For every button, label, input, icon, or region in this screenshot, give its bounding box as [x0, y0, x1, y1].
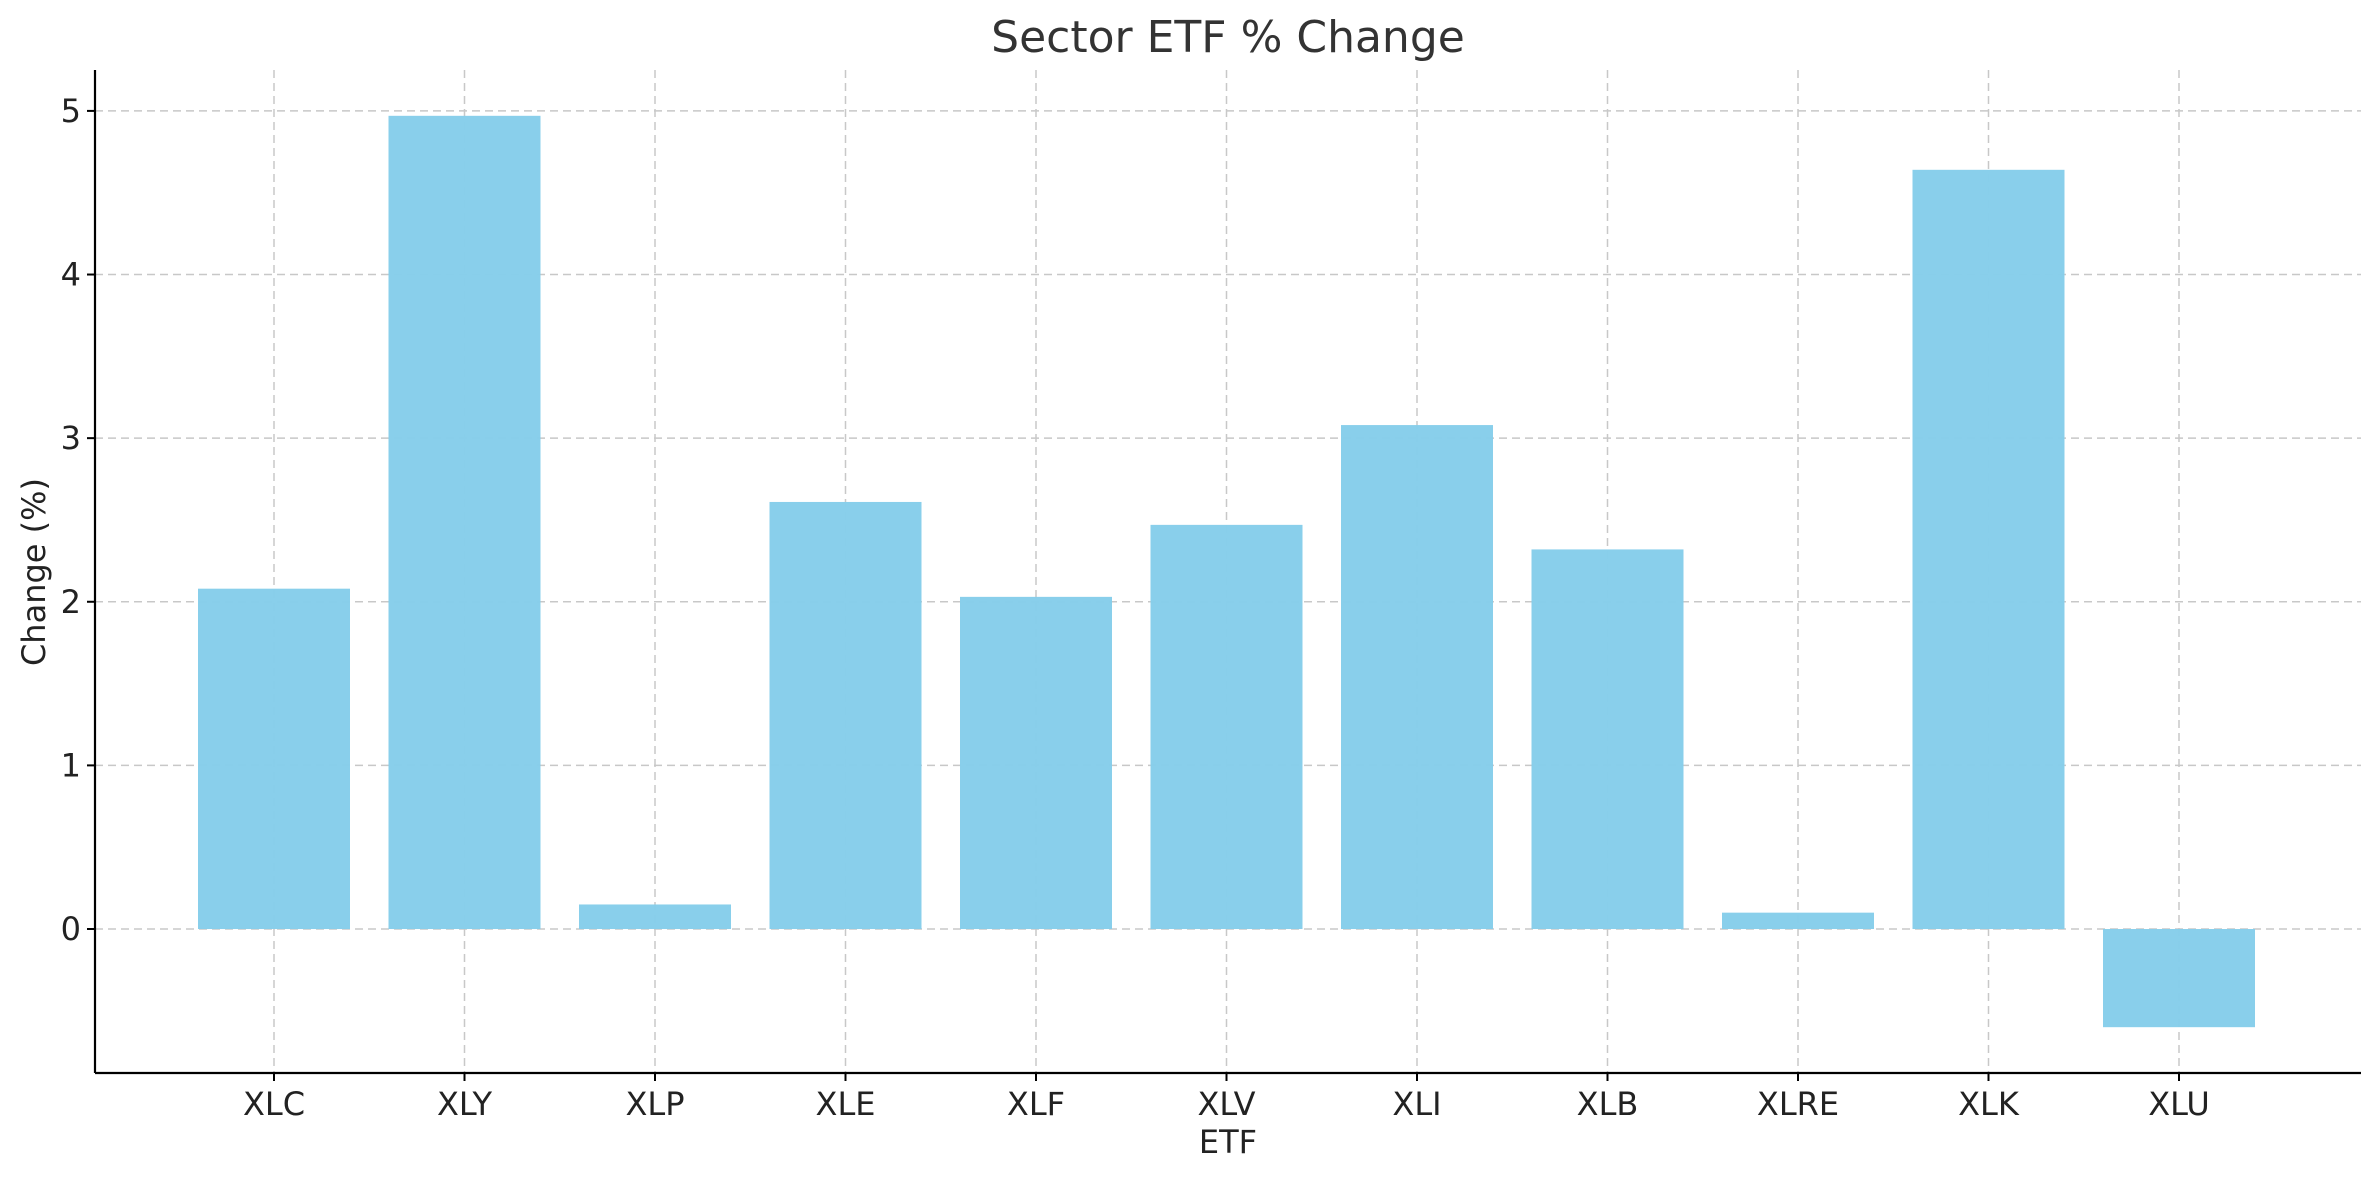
y-tick-label: 5 — [61, 92, 81, 130]
x-tick-label: XLK — [1958, 1085, 2020, 1123]
axes — [93, 70, 2361, 1075]
bar-xlk — [1912, 169, 2065, 930]
y-tick-label: 4 — [61, 256, 81, 294]
bar-xlc — [198, 588, 350, 930]
chart-title: Sector ETF % Change — [991, 12, 1465, 63]
bars — [198, 115, 2255, 1028]
bar-xlu — [2103, 929, 2255, 1028]
x-tick-label: XLY — [437, 1085, 493, 1123]
bar-xli — [1341, 425, 1493, 930]
bar-xlp — [579, 904, 731, 930]
bar-xlv — [1150, 524, 1303, 930]
bar-xly — [388, 115, 541, 930]
bar-xlf — [960, 596, 1112, 930]
y-tick-label: 3 — [61, 419, 81, 457]
y-tick-label: 1 — [61, 746, 81, 784]
x-axis-label: ETF — [1199, 1123, 1257, 1161]
bar-xle — [769, 501, 922, 930]
x-tick-label: XLC — [243, 1085, 305, 1123]
y-tick-label: 2 — [61, 583, 81, 621]
x-tick-label: XLP — [625, 1085, 684, 1123]
x-tick-label: XLV — [1197, 1085, 1255, 1123]
ticks: 0 1 2 3 4 5 XLC XLY XLP XLE XLF XLV XLI XLB XLRE XLK XLU — [61, 92, 2210, 1123]
x-tick-label: XLB — [1577, 1085, 1639, 1123]
x-tick-label: XLU — [2148, 1085, 2210, 1123]
x-tick-label: XLF — [1007, 1085, 1065, 1123]
bar-xlb — [1531, 549, 1684, 930]
bar-xlre — [1722, 912, 1874, 930]
x-tick-label: XLRE — [1757, 1085, 1839, 1123]
y-tick-label: 0 — [61, 910, 81, 948]
y-axis-label: Change (%) — [15, 478, 53, 666]
x-tick-label: XLE — [816, 1085, 876, 1123]
x-tick-label: XLI — [1392, 1085, 1441, 1123]
